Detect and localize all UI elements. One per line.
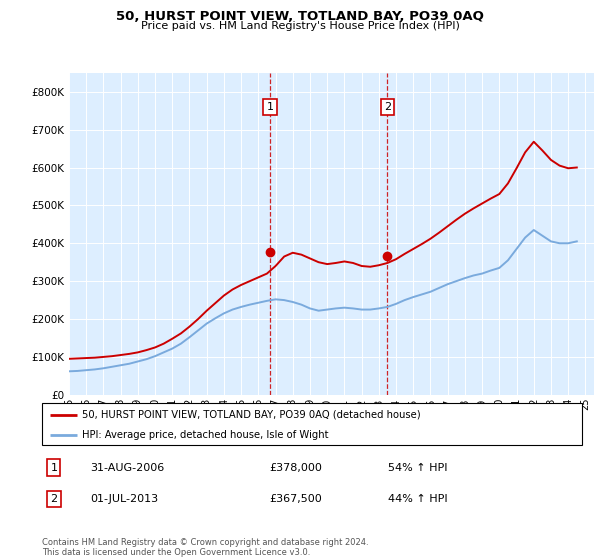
Text: 54% ↑ HPI: 54% ↑ HPI	[388, 463, 447, 473]
Text: 2: 2	[384, 102, 391, 112]
Text: 31-AUG-2006: 31-AUG-2006	[91, 463, 165, 473]
Text: £367,500: £367,500	[269, 494, 322, 504]
Text: 50, HURST POINT VIEW, TOTLAND BAY, PO39 0AQ: 50, HURST POINT VIEW, TOTLAND BAY, PO39 …	[116, 10, 484, 22]
Text: 1: 1	[50, 463, 58, 473]
Text: 50, HURST POINT VIEW, TOTLAND BAY, PO39 0AQ (detached house): 50, HURST POINT VIEW, TOTLAND BAY, PO39 …	[83, 410, 421, 420]
Text: 1: 1	[266, 102, 274, 112]
Text: HPI: Average price, detached house, Isle of Wight: HPI: Average price, detached house, Isle…	[83, 430, 329, 440]
Text: 44% ↑ HPI: 44% ↑ HPI	[388, 494, 447, 504]
FancyBboxPatch shape	[42, 403, 582, 445]
Text: Price paid vs. HM Land Registry's House Price Index (HPI): Price paid vs. HM Land Registry's House …	[140, 21, 460, 31]
Text: £378,000: £378,000	[269, 463, 322, 473]
Text: Contains HM Land Registry data © Crown copyright and database right 2024.
This d: Contains HM Land Registry data © Crown c…	[42, 538, 368, 557]
Text: 01-JUL-2013: 01-JUL-2013	[91, 494, 159, 504]
Text: 2: 2	[50, 494, 58, 504]
